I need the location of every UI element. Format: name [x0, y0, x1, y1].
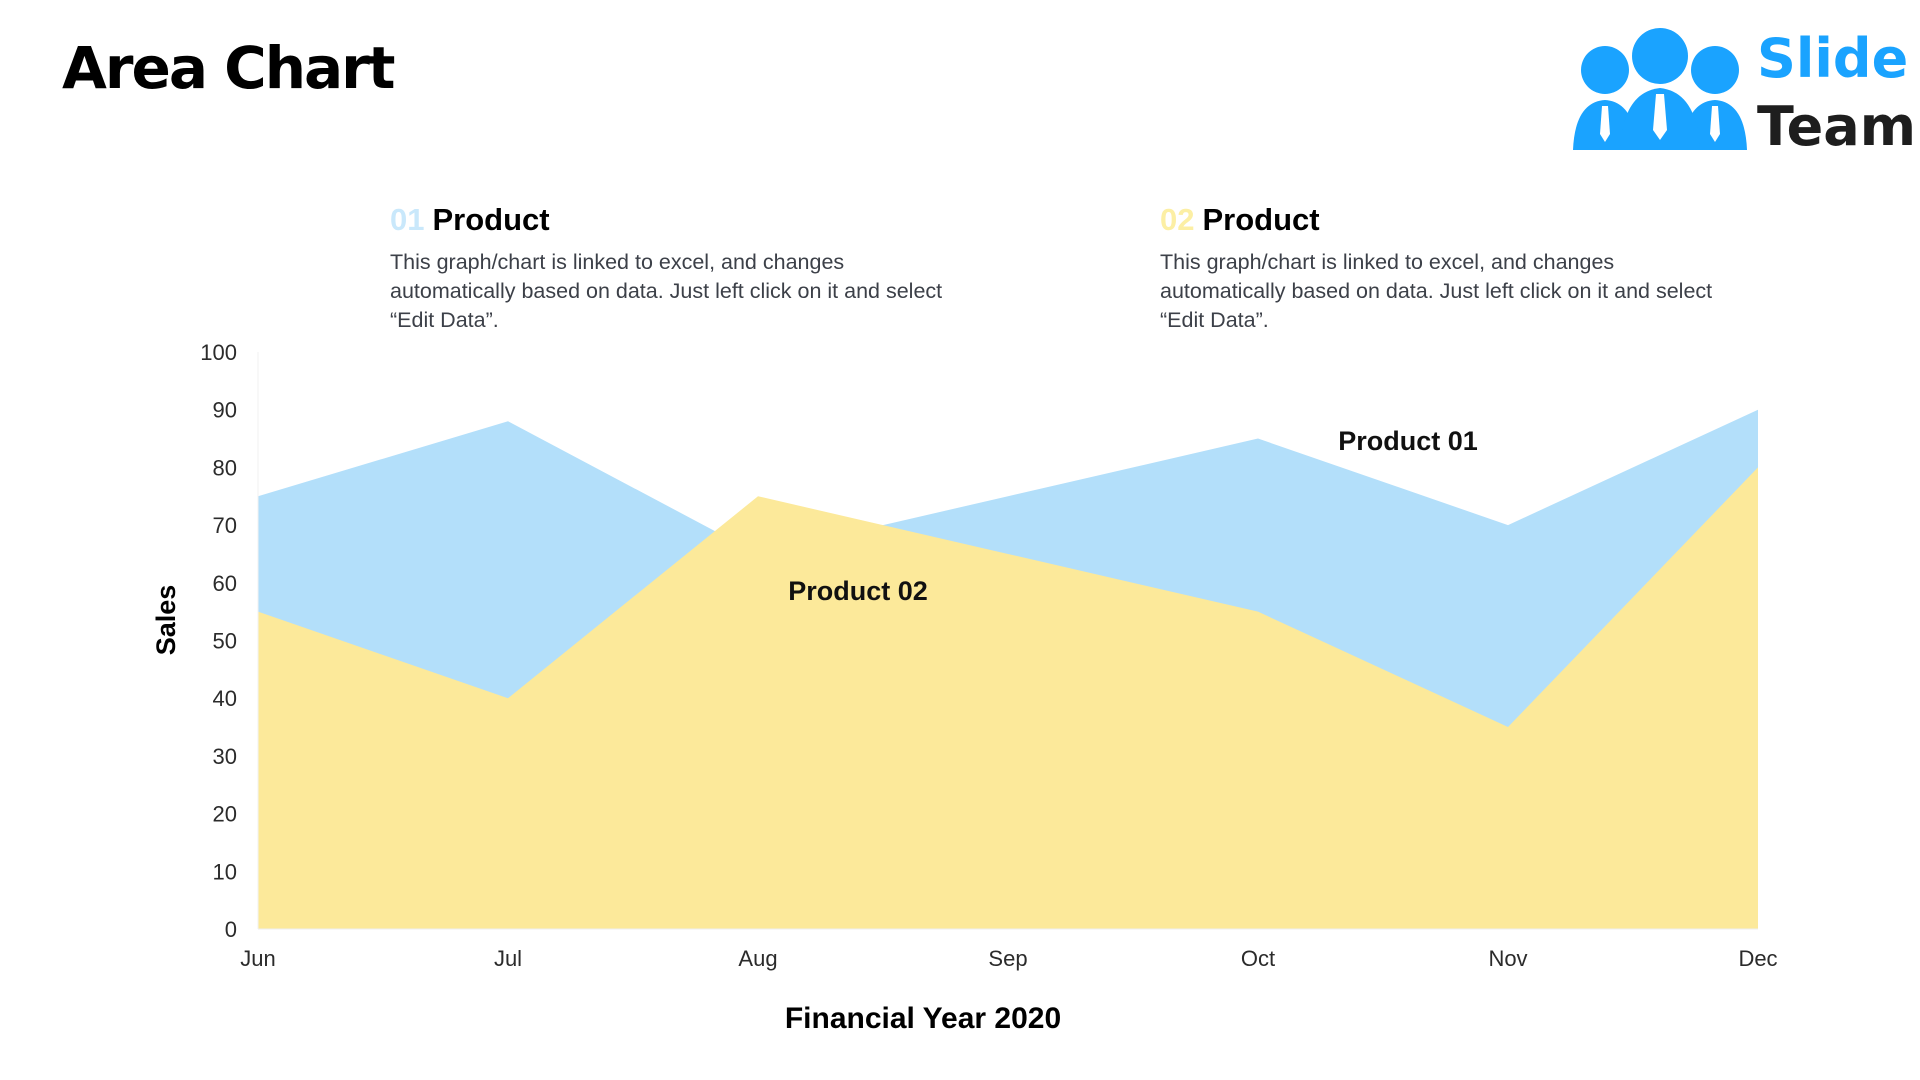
y-tick-label: 40 [213, 686, 237, 711]
y-axis-title: Sales [151, 585, 181, 656]
logo: Slide Team [1565, 22, 1916, 162]
legend-block-title: Product [432, 202, 550, 237]
x-axis-title: Financial Year 2020 [785, 1002, 1061, 1035]
legend-block-text: This graph/chart is linked to excel, and… [1160, 250, 1713, 332]
y-tick-label: 100 [200, 340, 237, 365]
legend-block-heading: 02 Product [1160, 202, 1740, 238]
legend-block-number: 01 [390, 202, 425, 237]
series-label-2: Product 02 [788, 576, 928, 606]
area-series-2 [258, 467, 1758, 929]
x-tick-label: Aug [738, 946, 777, 971]
legend-block-product-02: 02 Product This graph/chart is linked to … [1160, 202, 1740, 335]
y-tick-label: 0 [225, 917, 237, 942]
legend-block-product-01: 01 Product This graph/chart is linked to … [390, 202, 970, 335]
y-tick-label: 20 [213, 802, 237, 827]
legend-block-text: This graph/chart is linked to excel, and… [390, 250, 943, 332]
y-tick-label: 50 [213, 629, 237, 654]
x-tick-label: Dec [1738, 946, 1777, 971]
x-tick-label: Sep [988, 946, 1027, 971]
legend-block-title: Product [1202, 202, 1320, 237]
page-title: Area Chart [62, 34, 395, 102]
legend-block-number: 02 [1160, 202, 1195, 237]
y-tick-label: 70 [213, 513, 237, 538]
y-tick-label: 80 [213, 455, 237, 480]
y-tick-label: 90 [213, 398, 237, 423]
logo-text-team: Team [1757, 95, 1916, 158]
legend-block-heading: 01 Product [390, 202, 970, 238]
series-label-1: Product 01 [1338, 426, 1478, 456]
y-tick-label: 30 [213, 744, 237, 769]
people-group-icon [1573, 28, 1747, 150]
x-tick-label: Nov [1488, 946, 1527, 971]
y-tick-label: 10 [213, 859, 237, 884]
x-tick-label: Oct [1241, 946, 1275, 971]
x-tick-label: Jun [240, 946, 275, 971]
x-tick-label: Jul [494, 946, 522, 971]
y-tick-label: 60 [213, 571, 237, 596]
logo-text-slide: Slide [1757, 27, 1909, 90]
